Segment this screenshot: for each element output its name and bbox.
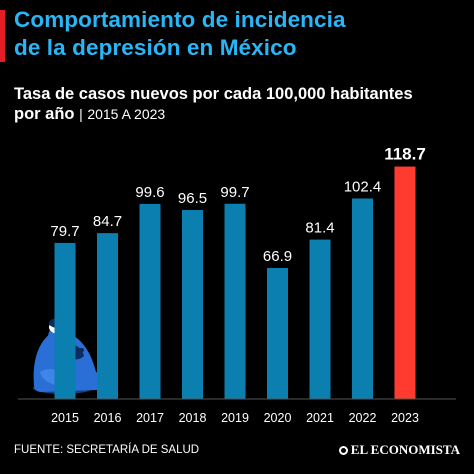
- title-line-1: Comportamiento de incidencia: [14, 7, 346, 32]
- title-line-2: de la depresión en México: [14, 35, 297, 60]
- value-label-2018: 96.5: [178, 190, 207, 207]
- subtitle-prefix: por año: [14, 105, 75, 123]
- x-tick-2023: 2023: [391, 411, 419, 425]
- bar-2022: [352, 198, 373, 399]
- x-tick-2016: 2016: [94, 411, 122, 425]
- x-tick-2022: 2022: [349, 411, 377, 425]
- source-note: FUENTE: SECRETARÍA DE SALUD: [14, 444, 200, 456]
- brand-name: EL ECONOMISTA: [350, 442, 460, 457]
- value-label-2020: 66.9: [263, 248, 292, 265]
- bar-2017: [139, 203, 161, 399]
- brand-logo: EL ECONOMISTA: [338, 442, 460, 458]
- bar-2018: [182, 210, 203, 399]
- x-tick-2021: 2021: [306, 411, 334, 425]
- title-accent-bar: [0, 10, 5, 62]
- subtitle-separator: |: [79, 106, 83, 122]
- bar-2015: [54, 242, 76, 399]
- chart-title: Comportamiento de incidencia de la depre…: [14, 6, 346, 62]
- value-label-2017: 99.6: [135, 184, 164, 201]
- bar-2023: [394, 166, 416, 399]
- x-tick-2015: 2015: [51, 411, 79, 425]
- brand-circle-icon: [338, 446, 348, 455]
- subtitle-main: Tasa de casos nuevos por cada 100,000 ha…: [14, 85, 413, 103]
- value-label-2015: 79.7: [50, 223, 79, 240]
- x-tick-2019: 2019: [221, 411, 249, 425]
- x-tick-2020: 2020: [264, 411, 292, 425]
- value-label-2021: 81.4: [305, 220, 334, 237]
- bar-2021: [309, 239, 331, 399]
- value-label-2022: 102.4: [344, 178, 382, 195]
- x-tick-2017: 2017: [136, 411, 164, 425]
- bar-2016: [97, 233, 118, 399]
- subtitle-range: 2015 A 2023: [87, 106, 166, 122]
- bar-2019: [224, 203, 246, 399]
- value-label-2023: 118.7: [384, 145, 426, 164]
- chart-subtitle: Tasa de casos nuevos por cada 100,000 ha…: [14, 84, 413, 124]
- bar-2020: [267, 267, 288, 399]
- value-label-2019: 99.7: [220, 184, 249, 201]
- x-tick-2018: 2018: [179, 411, 207, 425]
- value-label-2016: 84.7: [93, 213, 122, 230]
